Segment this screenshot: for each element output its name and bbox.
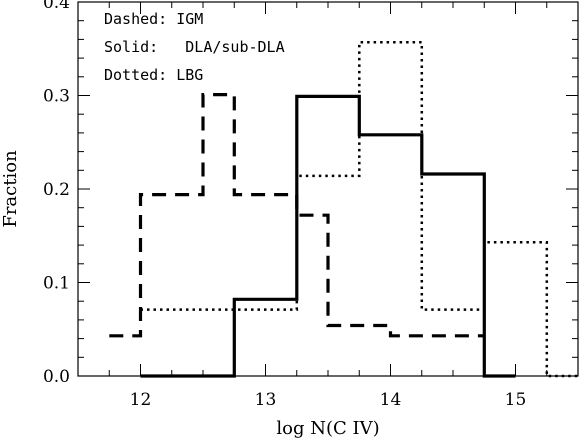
legend-entry-igm: Dashed: IGM <box>104 10 203 28</box>
series-dotted-line <box>140 40 578 378</box>
legend-entry-lbg: Dotted: LBG <box>104 66 203 84</box>
histogram-series <box>109 40 578 378</box>
y-tick-label: 0.0 <box>43 367 70 387</box>
y-tick-label: 0.2 <box>43 180 70 200</box>
x-tick-label: 13 <box>255 390 277 410</box>
series-dashed-line <box>109 93 485 338</box>
x-tick-label: 15 <box>505 390 527 410</box>
y-tick-label: 0.3 <box>43 87 70 107</box>
y-axis-title: Fraction <box>0 150 21 228</box>
plot-frame <box>77 1 579 377</box>
axis-ticks <box>77 1 579 377</box>
x-axis-title: log N(C IV) <box>276 418 379 439</box>
x-tick-label: 14 <box>380 390 402 410</box>
legend-entry-dla: Solid: DLA/sub-DLA <box>104 38 285 56</box>
series-solid-line <box>140 94 516 378</box>
axis-tick-labels: 12 13 14 15 0.0 0.1 0.2 0.3 0.4 <box>43 0 526 410</box>
x-tick-label: 12 <box>130 390 152 410</box>
y-tick-label: 0.1 <box>43 274 70 294</box>
y-tick-label: 0.4 <box>43 0 70 13</box>
